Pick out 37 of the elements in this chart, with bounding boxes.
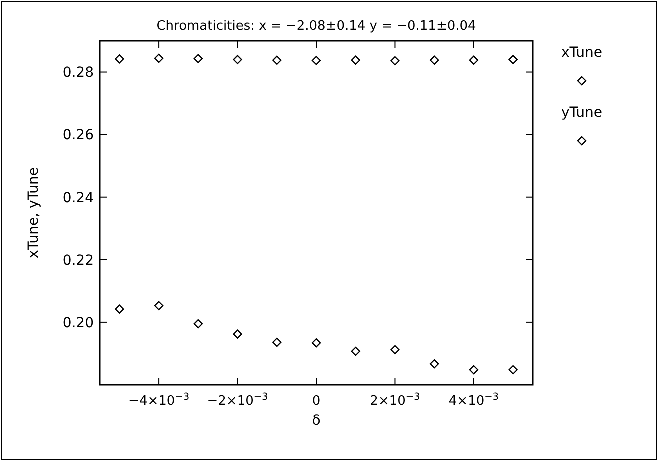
point	[390, 56, 400, 66]
y-tick-label: 0.28	[62, 65, 94, 82]
y-tick-label: 0.24	[62, 190, 94, 206]
y-tick-label: 0.22	[62, 252, 94, 269]
text: yTune	[561, 105, 603, 121]
point	[233, 55, 242, 64]
point	[272, 56, 282, 65]
point	[469, 56, 479, 65]
x-axis-title: δ	[312, 413, 321, 429]
point	[272, 338, 282, 348]
point	[351, 346, 360, 356]
point	[430, 359, 440, 369]
point	[430, 56, 440, 65]
point	[154, 54, 164, 64]
point	[115, 304, 124, 314]
x-tick-label: 4×10$^{−3}$	[448, 392, 499, 409]
point	[194, 54, 204, 64]
point	[508, 365, 518, 375]
point	[194, 319, 204, 329]
point	[312, 338, 322, 348]
x-tick-label: −4×10$^{−3}$	[128, 392, 190, 409]
chart-title: Chromaticities: x = −2.08±0.14 y = −0.11±0.04	[156, 19, 476, 34]
point	[390, 345, 400, 355]
point	[508, 55, 518, 64]
point	[115, 54, 124, 64]
point	[469, 365, 479, 375]
point	[154, 301, 164, 310]
point	[233, 330, 242, 339]
point	[312, 56, 322, 66]
x-tick-label: −2×10$^{−3}$	[207, 392, 268, 409]
x-tick-label: 0	[312, 394, 321, 409]
point	[351, 56, 360, 65]
text: xTune	[561, 45, 603, 61]
x-tick-label: 2×10$^{−3}$	[370, 392, 420, 409]
y-tick-label: 0.20	[62, 315, 94, 332]
y-tick-label: 0.26	[62, 128, 94, 144]
y-axis-title: xTune, yTune	[26, 167, 42, 259]
